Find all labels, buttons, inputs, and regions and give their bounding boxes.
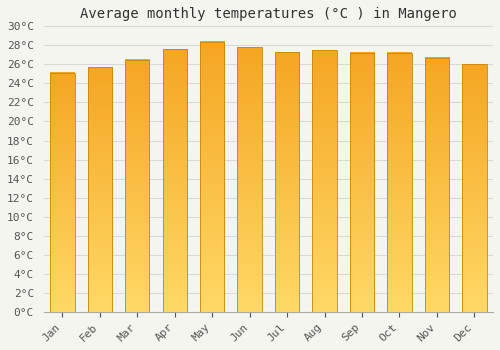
Bar (275, 52, 299, 312)
Title: Average monthly temperatures (°C ) in Mangero: Average monthly temperatures (°C ) in Ma… (80, 7, 457, 21)
Bar (312, 50, 336, 312)
Bar (312, 50, 336, 312)
Bar (88, 67, 112, 312)
Bar (275, 52, 299, 312)
Bar (424, 58, 449, 312)
Bar (162, 49, 187, 312)
Bar (162, 49, 187, 312)
Bar (125, 60, 150, 312)
Bar (388, 53, 411, 312)
Bar (350, 53, 374, 312)
Bar (50, 73, 74, 312)
Bar (238, 47, 262, 312)
Bar (388, 53, 411, 312)
Bar (50, 73, 74, 312)
Bar (200, 42, 224, 312)
Bar (350, 53, 374, 312)
Bar (125, 60, 150, 312)
Bar (424, 58, 449, 312)
Bar (462, 64, 486, 312)
Bar (200, 42, 224, 312)
Bar (462, 64, 486, 312)
Bar (238, 47, 262, 312)
Bar (88, 67, 112, 312)
